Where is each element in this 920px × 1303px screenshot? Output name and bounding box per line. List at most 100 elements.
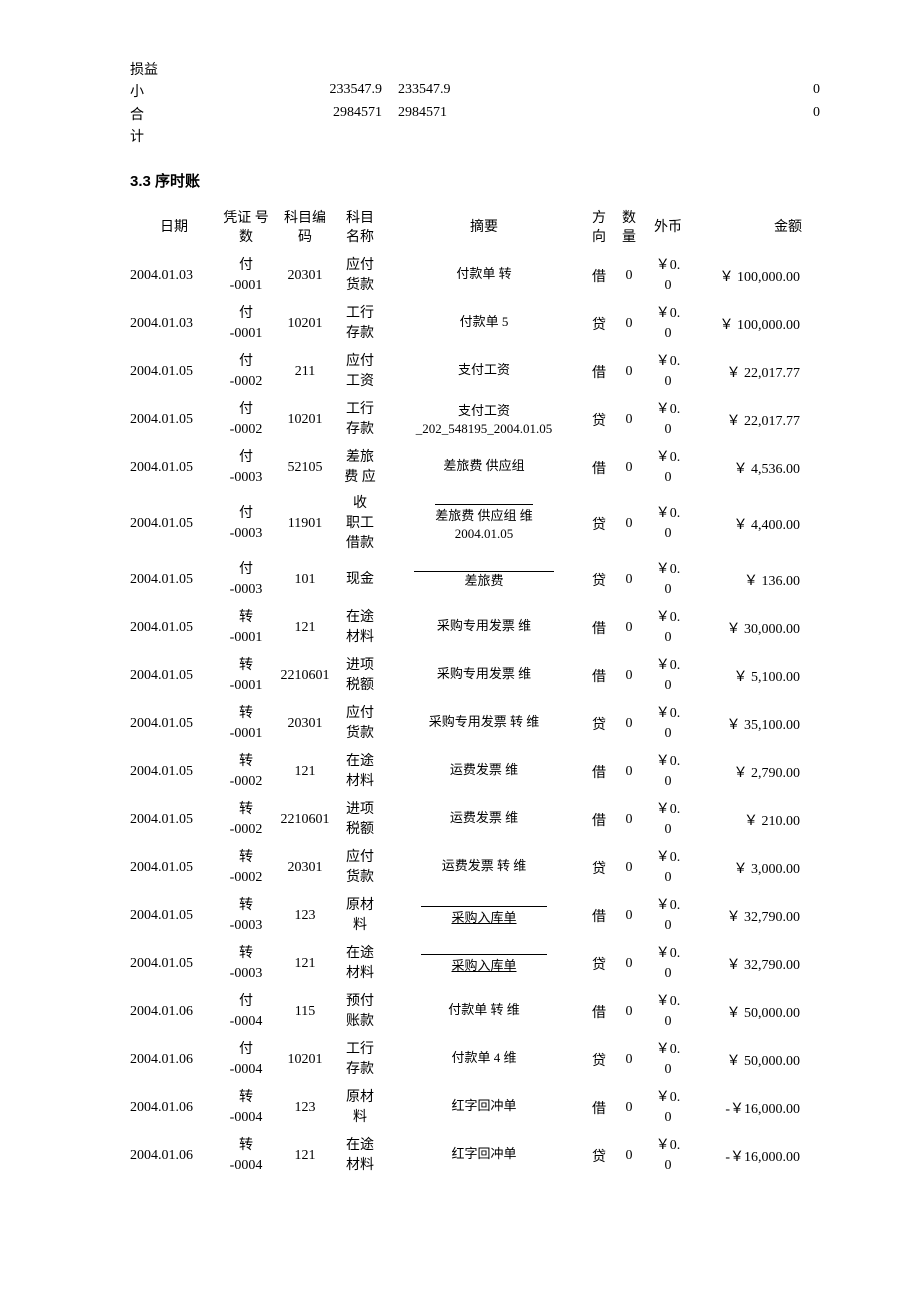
cell-date: 2004.01.06 [130,1100,218,1116]
cell-voucher: 转-0002 [218,752,274,791]
cell-date: 2004.01.05 [130,668,218,684]
cell-fx: ￥0.0 [644,608,692,647]
cell-fx: ￥0.0 [644,504,692,543]
cell-qty: 0 [614,316,644,332]
cell-name: 工行存款 [336,400,384,439]
ledger-row: 2004.01.06付-000410201工行存款付款单 4 维贷0￥0.0￥ … [130,1036,820,1084]
cell-amt: ￥ 50,000.00 [692,1050,802,1070]
cell-qty: 0 [614,268,644,284]
header-fx: 外币 [644,209,692,248]
cell-dir: 借 [584,762,614,782]
cell-voucher: 付-0002 [218,352,274,391]
header-text: 方 [584,209,614,229]
cell-name: 进项税额 [336,800,384,839]
header-text: 日期 [130,218,218,238]
cell-voucher: 付-0003 [218,448,274,487]
cell-summary: 运费发票 维 [384,810,584,829]
cell-date: 2004.01.05 [130,412,218,428]
header-text: 凭证 号 [218,209,274,229]
document-page: 损益 小 233547.9 233547.9 0 合 2984571 29845… [0,0,920,1220]
header-text: 名称 [336,228,384,248]
cell-date: 2004.01.05 [130,764,218,780]
ledger-row: 2004.01.03付-000110201工行存款付款单 5贷0￥0.0￥ 10… [130,300,820,348]
cell-dir: 贷 [584,1146,614,1166]
cell-name: 在途材料 [336,752,384,791]
cell-summary: 运费发票 转 维 [384,858,584,877]
cell-summary: 红字回冲单 [384,1098,584,1117]
cell-dir: 贷 [584,954,614,974]
cell-amt: ￥ 3,000.00 [692,858,802,878]
cell-code: 20301 [274,268,336,284]
cell-code: 52105 [274,460,336,476]
cell-summary: 采购专用发票 维 [384,666,584,685]
cell-amt: ￥ 136.00 [692,570,802,590]
cell-fx: ￥0.0 [644,848,692,887]
ledger-row: 2004.01.05转-0003121在途材料采购入库单贷0￥0.0￥ 32,7… [130,940,820,988]
cell-amt: ￥ 50,000.00 [692,1002,802,1022]
cell-name: 原材料 [336,1088,384,1127]
cell-date: 2004.01.05 [130,364,218,380]
cell-amt: ￥ 4,536.00 [692,458,802,478]
cell-code: 10201 [274,412,336,428]
cell-amt: -￥16,000.00 [692,1146,802,1166]
summary-value: 233547.9 [398,82,488,98]
cell-name: 预付账款 [336,992,384,1031]
cell-qty: 0 [614,812,644,828]
cell-dir: 贷 [584,1050,614,1070]
cell-voucher: 转-0001 [218,608,274,647]
cell-name: 在途材料 [336,608,384,647]
header-text: 金额 [692,218,802,238]
header-name: 科目 名称 [336,209,384,248]
ledger-row: 2004.01.05转-0003123原材料采购入库单借0￥0.0￥ 32,79… [130,892,820,940]
summary-label: 小 [130,82,170,104]
cell-voucher: 转-0003 [218,944,274,983]
cell-amt: ￥ 2,790.00 [692,762,802,782]
ledger-row: 2004.01.05转-00012210601进项税额采购专用发票 维借0￥0.… [130,652,820,700]
cell-date: 2004.01.05 [130,956,218,972]
cell-name: 应付货款 [336,256,384,295]
cell-amt: ￥ 32,790.00 [692,906,802,926]
cell-amt: ￥ 32,790.00 [692,954,802,974]
cell-dir: 贷 [584,514,614,534]
cell-summary: 采购专用发票 维 [384,618,584,637]
summary-value: 233547.9 [170,82,398,98]
cell-fx: ￥0.0 [644,1136,692,1175]
cell-fx: ￥0.0 [644,304,692,343]
summary-row-3: 合 2984571 2984571 0 [130,105,820,127]
cell-fx: ￥0.0 [644,448,692,487]
cell-code: 121 [274,620,336,636]
cell-dir: 贷 [584,714,614,734]
cell-name: 应付货款 [336,704,384,743]
cell-dir: 贷 [584,858,614,878]
header-amt: 金额 [692,209,802,248]
cell-summary: 支付工资_202_548195_2004.01.05 [384,402,584,438]
cell-summary: 差旅费 供应组 维2004.01.05 [384,504,584,543]
header-summary: 摘要 [384,209,584,248]
cell-code: 121 [274,1148,336,1164]
cell-voucher: 付-0003 [218,504,274,543]
cell-name: 在途材料 [336,1136,384,1175]
cell-summary: 差旅费 [384,570,584,590]
cell-summary: 付款单 4 维 [384,1050,584,1069]
cell-code: 115 [274,1004,336,1020]
cell-fx: ￥0.0 [644,896,692,935]
cell-date: 2004.01.05 [130,812,218,828]
cell-amt: ￥ 35,100.00 [692,714,802,734]
cell-fx: ￥0.0 [644,944,692,983]
cell-voucher: 付-0001 [218,256,274,295]
cell-voucher: 转-0004 [218,1088,274,1127]
cell-summary: 差旅费 供应组 [384,458,584,477]
summary-right: 0 [813,82,820,98]
cell-amt: ￥ 30,000.00 [692,618,802,638]
cell-amt: ￥ 5,100.00 [692,666,802,686]
ledger-row: 2004.01.05付-0003101现金差旅费贷0￥0.0￥ 136.00 [130,556,820,604]
cell-qty: 0 [614,572,644,588]
cell-voucher: 转-0002 [218,800,274,839]
ledger-body: 2004.01.03付-000120301应付货款付款单 转借0￥0.0￥ 10… [130,252,820,1180]
cell-name: 应付货款 [336,848,384,887]
cell-name: 收职工借款 [336,494,384,553]
cell-code: 101 [274,572,336,588]
cell-qty: 0 [614,860,644,876]
header-text: 外币 [644,218,692,238]
cell-name: 差旅费 应 [336,448,384,487]
